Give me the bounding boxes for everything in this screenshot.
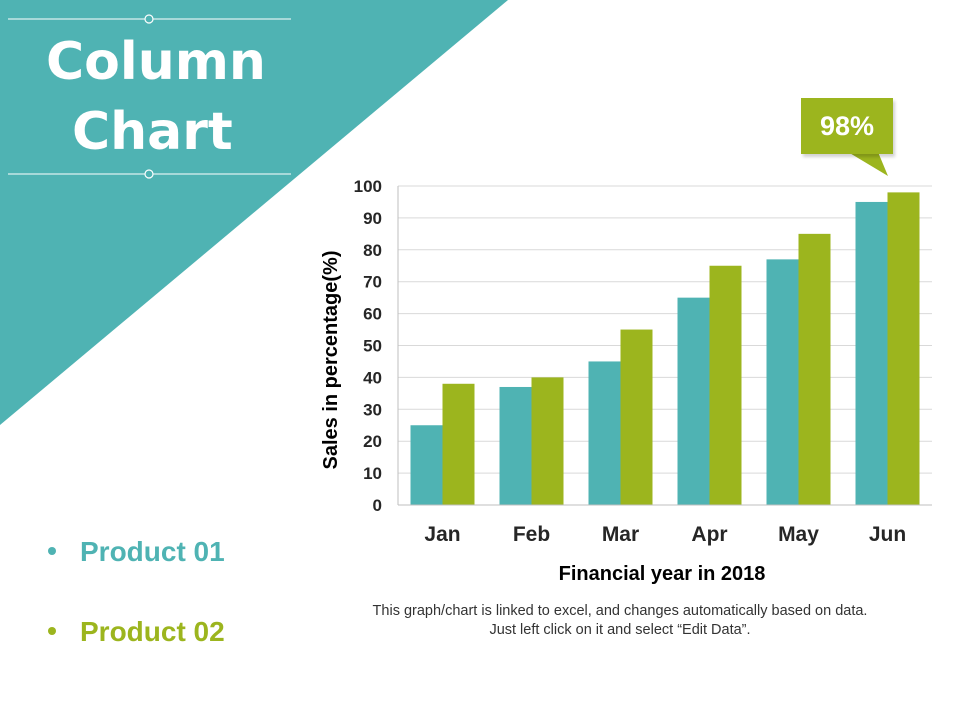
- bar-jan-series-1: [410, 425, 443, 505]
- x-tick-label: Jun: [869, 523, 906, 546]
- page-title-line-1: Column: [46, 32, 266, 92]
- y-tick-label: 80: [363, 241, 382, 260]
- title-rule-top-knob: [144, 14, 154, 24]
- bar-may-series-2: [798, 233, 831, 505]
- bar-jun-series-1: [855, 201, 888, 505]
- y-tick-label: 20: [363, 432, 382, 451]
- y-tick-label: 30: [363, 400, 382, 419]
- y-tick-label: 50: [363, 337, 382, 356]
- y-tick-label: 0: [373, 496, 382, 515]
- x-tick-label: Feb: [513, 523, 550, 546]
- title-rule-bottom-knob: [144, 169, 154, 179]
- x-tick-label: Mar: [602, 523, 639, 546]
- x-tick-label: Jan: [424, 523, 460, 546]
- bar-apr-series-2: [709, 265, 742, 505]
- legend-item-product-02: Product 02: [48, 616, 225, 648]
- chart-gridlines: [398, 185, 932, 506]
- y-tick-label: 90: [363, 209, 382, 228]
- y-tick-label: 60: [363, 305, 382, 324]
- x-tick-label: May: [778, 523, 819, 546]
- title-banner: [0, 0, 508, 425]
- y-axis-title: Sales in percentage(%): [320, 251, 342, 470]
- y-tick-label: 40: [363, 368, 382, 387]
- x-tick-label: Apr: [691, 523, 727, 546]
- bar-may-series-1: [766, 259, 799, 505]
- bar-jun-series-2: [887, 192, 920, 505]
- peak-value-callout: 98%: [801, 98, 893, 154]
- bar-feb-series-1: [499, 386, 532, 505]
- bar-mar-series-2: [620, 329, 653, 505]
- x-axis-title: Financial year in 2018: [559, 563, 766, 585]
- legend-label: Product 01: [80, 536, 225, 567]
- callout-pointer: [848, 152, 888, 176]
- chart-note: This graph/chart is linked to excel, and…: [372, 603, 868, 638]
- legend-label: Product 02: [80, 616, 225, 647]
- chart-labels: 0 10 20 30 40 50 60 70 80 90 100 Jan Feb Mar Apr May Jun…: [320, 177, 906, 585]
- chart-bars: [410, 192, 920, 505]
- legend-item-product-01: Product 01: [48, 536, 225, 568]
- bar-mar-series-1: [588, 361, 621, 505]
- y-tick-label: 100: [354, 177, 382, 196]
- chart-axes: [397, 186, 932, 506]
- page-title-line-2: Chart: [72, 102, 233, 162]
- bar-apr-series-1: [677, 297, 710, 505]
- bullet-icon: [48, 626, 56, 635]
- bullet-icon: [48, 546, 56, 555]
- bar-feb-series-2: [531, 377, 564, 505]
- y-tick-label: 10: [363, 464, 382, 483]
- bar-jan-series-2: [442, 383, 475, 505]
- y-tick-label: 70: [363, 273, 382, 292]
